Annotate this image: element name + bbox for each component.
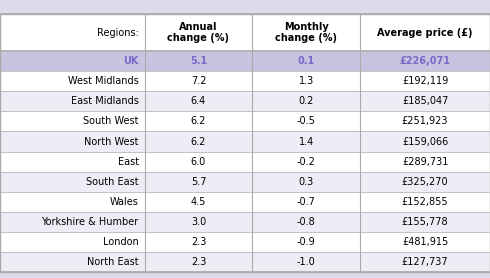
Text: Yorkshire & Humber: Yorkshire & Humber bbox=[42, 217, 139, 227]
Text: East Midlands: East Midlands bbox=[71, 96, 139, 106]
Text: South East: South East bbox=[86, 177, 139, 187]
Text: -0.7: -0.7 bbox=[297, 197, 316, 207]
Text: Regions:: Regions: bbox=[97, 28, 139, 38]
Text: 5.1: 5.1 bbox=[190, 56, 207, 66]
Text: South West: South West bbox=[83, 116, 139, 126]
Text: 0.2: 0.2 bbox=[298, 96, 314, 106]
Text: 6.0: 6.0 bbox=[191, 157, 206, 167]
Text: £325,270: £325,270 bbox=[402, 177, 448, 187]
Text: 0.1: 0.1 bbox=[297, 56, 315, 66]
Bar bbox=[0, 51, 490, 71]
Text: UK: UK bbox=[123, 56, 139, 66]
Text: -0.8: -0.8 bbox=[297, 217, 316, 227]
Bar bbox=[0, 71, 490, 91]
Text: 2.3: 2.3 bbox=[191, 257, 206, 267]
Text: £289,731: £289,731 bbox=[402, 157, 448, 167]
Text: East: East bbox=[118, 157, 139, 167]
Text: 0.3: 0.3 bbox=[298, 177, 314, 187]
Text: -0.2: -0.2 bbox=[297, 157, 316, 167]
Bar bbox=[0, 232, 490, 252]
Text: London: London bbox=[103, 237, 139, 247]
Text: -0.5: -0.5 bbox=[297, 116, 316, 126]
Text: £155,778: £155,778 bbox=[402, 217, 448, 227]
Bar bbox=[0, 111, 490, 131]
Text: West Midlands: West Midlands bbox=[68, 76, 139, 86]
Text: £159,066: £159,066 bbox=[402, 136, 448, 147]
Bar bbox=[0, 152, 490, 172]
Text: North East: North East bbox=[87, 257, 139, 267]
Text: £152,855: £152,855 bbox=[402, 197, 448, 207]
Text: £192,119: £192,119 bbox=[402, 76, 448, 86]
Text: Wales: Wales bbox=[110, 197, 139, 207]
Bar bbox=[0, 212, 490, 232]
Text: £251,923: £251,923 bbox=[402, 116, 448, 126]
Text: North West: North West bbox=[84, 136, 139, 147]
Text: 2.3: 2.3 bbox=[191, 237, 206, 247]
Text: 6.2: 6.2 bbox=[191, 136, 206, 147]
Text: 7.2: 7.2 bbox=[191, 76, 206, 86]
Bar bbox=[0, 192, 490, 212]
Text: -1.0: -1.0 bbox=[297, 257, 316, 267]
Text: 6.4: 6.4 bbox=[191, 96, 206, 106]
Text: £481,915: £481,915 bbox=[402, 237, 448, 247]
Bar bbox=[0, 91, 490, 111]
Text: 6.2: 6.2 bbox=[191, 116, 206, 126]
Text: 3.0: 3.0 bbox=[191, 217, 206, 227]
Bar bbox=[0, 131, 490, 152]
Text: Monthly
change (%): Monthly change (%) bbox=[275, 22, 337, 43]
Bar bbox=[0, 252, 490, 272]
Bar bbox=[0, 172, 490, 192]
Text: 4.5: 4.5 bbox=[191, 197, 206, 207]
Bar bbox=[0, 14, 490, 51]
Text: 1.4: 1.4 bbox=[298, 136, 314, 147]
Text: Annual
change (%): Annual change (%) bbox=[168, 22, 229, 43]
Text: 1.3: 1.3 bbox=[298, 76, 314, 86]
Text: £127,737: £127,737 bbox=[402, 257, 448, 267]
Text: Average price (£): Average price (£) bbox=[377, 28, 473, 38]
Text: -0.9: -0.9 bbox=[297, 237, 316, 247]
Text: £226,071: £226,071 bbox=[399, 56, 451, 66]
Text: 5.7: 5.7 bbox=[191, 177, 206, 187]
Text: £185,047: £185,047 bbox=[402, 96, 448, 106]
